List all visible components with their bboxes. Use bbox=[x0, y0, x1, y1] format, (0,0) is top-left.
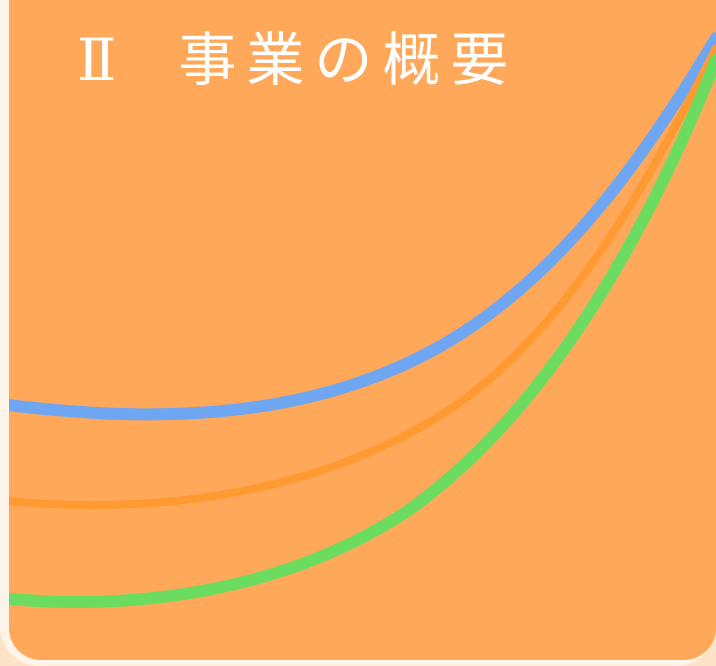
section-cover-panel: Ⅱ 事業の概要 bbox=[9, 0, 716, 660]
decorative-curves bbox=[9, 32, 716, 608]
section-numeral: Ⅱ bbox=[77, 26, 127, 94]
blue-curve bbox=[9, 32, 716, 421]
orange-curve bbox=[9, 44, 716, 510]
section-heading: Ⅱ 事業の概要 bbox=[77, 26, 518, 96]
green-curve bbox=[9, 54, 716, 608]
section-title: 事業の概要 bbox=[178, 26, 519, 94]
